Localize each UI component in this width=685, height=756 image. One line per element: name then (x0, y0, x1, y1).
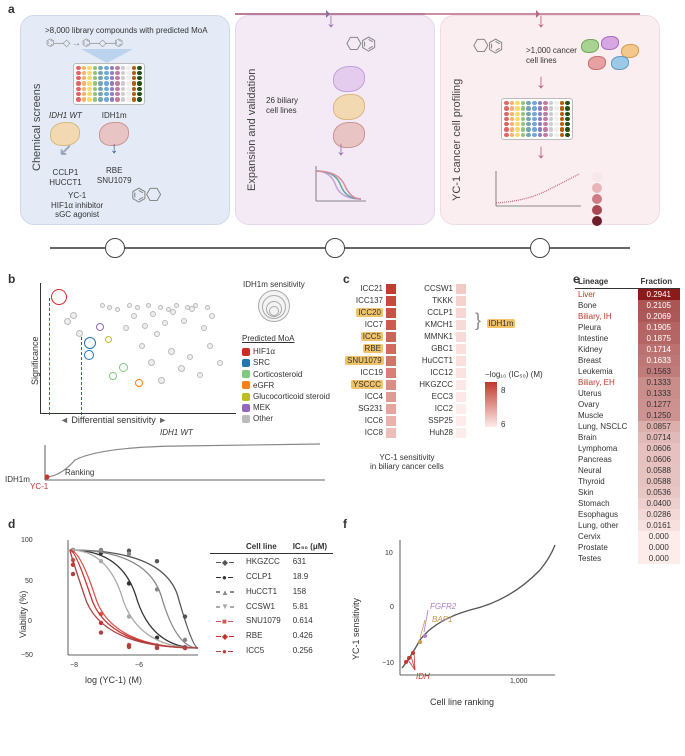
compound-icon-2: ⎔⌬ (346, 34, 375, 55)
panel-c: ICC21ICC137ICC20ICC7ICC5RBESNU1079ICC19Y… (345, 275, 580, 500)
well-plate-icon-2 (501, 98, 573, 140)
lineage-table: LineageFraction Liver0.2941Bone0.2105Bil… (575, 275, 680, 564)
moa-legend: Predicted MoA HIF1αSRCCorticosteroideGFR… (242, 333, 337, 425)
yc1-structure-icon: ⌬⎔ (131, 185, 160, 206)
ranking-label: Ranking (65, 468, 94, 477)
yc1-pointer: YC-1 (30, 482, 48, 491)
cancer-lines-text: >1,000 cancer cell lines (526, 46, 577, 65)
cell-cluster-icon (576, 34, 646, 74)
rank-curve-icon (491, 171, 581, 211)
box-chemical-screens: >8,000 library compounds with predicted … (20, 15, 230, 225)
ic50-table: Cell lineIC₅₀ (μM) ◆HKGZCC631●CCLP118.9▲… (210, 540, 333, 658)
idh1-wt-label: IDH1 WT (49, 111, 82, 121)
b-xlabel: ◄ Differential sensitivity ► (60, 415, 167, 425)
well-plate-icon (73, 63, 219, 105)
panel-b: Significance ◄ Differential sensitivity … (10, 275, 340, 505)
compound-icon-3: ⎔⌬ (473, 36, 502, 57)
colorbar: −log₁₀ (IC₅₀) (M) 8 6 (485, 370, 543, 427)
b-ylabel: Significance (30, 336, 40, 385)
expansion-vlabel: Expansion and validation (246, 69, 258, 191)
dose-response-icon (311, 166, 366, 206)
d-ylabel: Viability (%) (18, 591, 28, 638)
flow-arrow-top (230, 5, 650, 23)
yc1-compound-text: YC-1 HIF1α inhibitor sGC agonist (51, 191, 103, 220)
d-xlabel: log (YC-1) (M) (85, 675, 142, 685)
gradient-dots-icon (591, 171, 603, 227)
library-compounds-text: >8,000 library compounds with predicted … (45, 26, 219, 36)
mut-cell-lines: RBE SNU1079 (97, 166, 132, 185)
molecule-sketch: ⌬—◇ → ⌬—◇—⌬ (46, 38, 219, 49)
rank-plot-f: FGFR2 BAP1 IDH 10 0 −10 1,000 (380, 530, 560, 690)
panel-e: LineageFraction Liver0.2941Bone0.2105Bil… (575, 275, 680, 745)
dose-response-plot (48, 530, 203, 670)
panel-a: >8,000 library compounds with predicted … (10, 5, 670, 260)
chemical-screens-vlabel: Chemical screens (31, 84, 43, 171)
idh1m-brace: } IDH1m (475, 310, 515, 331)
idh1wt-axis-label: IDH1 WT (160, 428, 193, 437)
f-ylabel: YC-1 sensitivity (351, 598, 361, 660)
fgfr2-label: FGFR2 (430, 602, 456, 611)
profiling-vlabel: YC-1 cancer cell profiling (451, 79, 463, 201)
idh1m-axis-label: IDH1m (5, 475, 30, 484)
c-caption: YC-1 sensitivity in biliary cancer cells (370, 453, 444, 471)
timeline (50, 233, 630, 263)
volcano-plot (40, 283, 236, 414)
idh1m-label: IDH1m (97, 111, 132, 121)
wt-cell-lines: CCLP1 HUCCT1 (49, 168, 82, 187)
biliary-lines-text: 26 biliary cell lines (266, 96, 298, 115)
idh-label: IDH (416, 672, 430, 681)
panel-f: FGFR2 BAP1 IDH 10 0 −10 1,000 YC-1 sensi… (345, 520, 570, 740)
box-expansion: Expansion and validation ↓ ⎔⌬ 26 biliary… (235, 15, 435, 225)
bap1-label: BAP1 (432, 615, 452, 624)
ranking-plot: IDH1m IDH1 WT Ranking YC-1 (40, 440, 330, 485)
size-legend: IDH1m sensitivity (243, 280, 305, 316)
box-profiling: YC-1 cancer cell profiling ↓ ⎔⌬ >1,000 c… (440, 15, 660, 225)
panel-d: Viability (%) log (YC-1) (M) 100 50 0 −5… (10, 520, 340, 740)
f-xlabel: Cell line ranking (430, 697, 494, 707)
